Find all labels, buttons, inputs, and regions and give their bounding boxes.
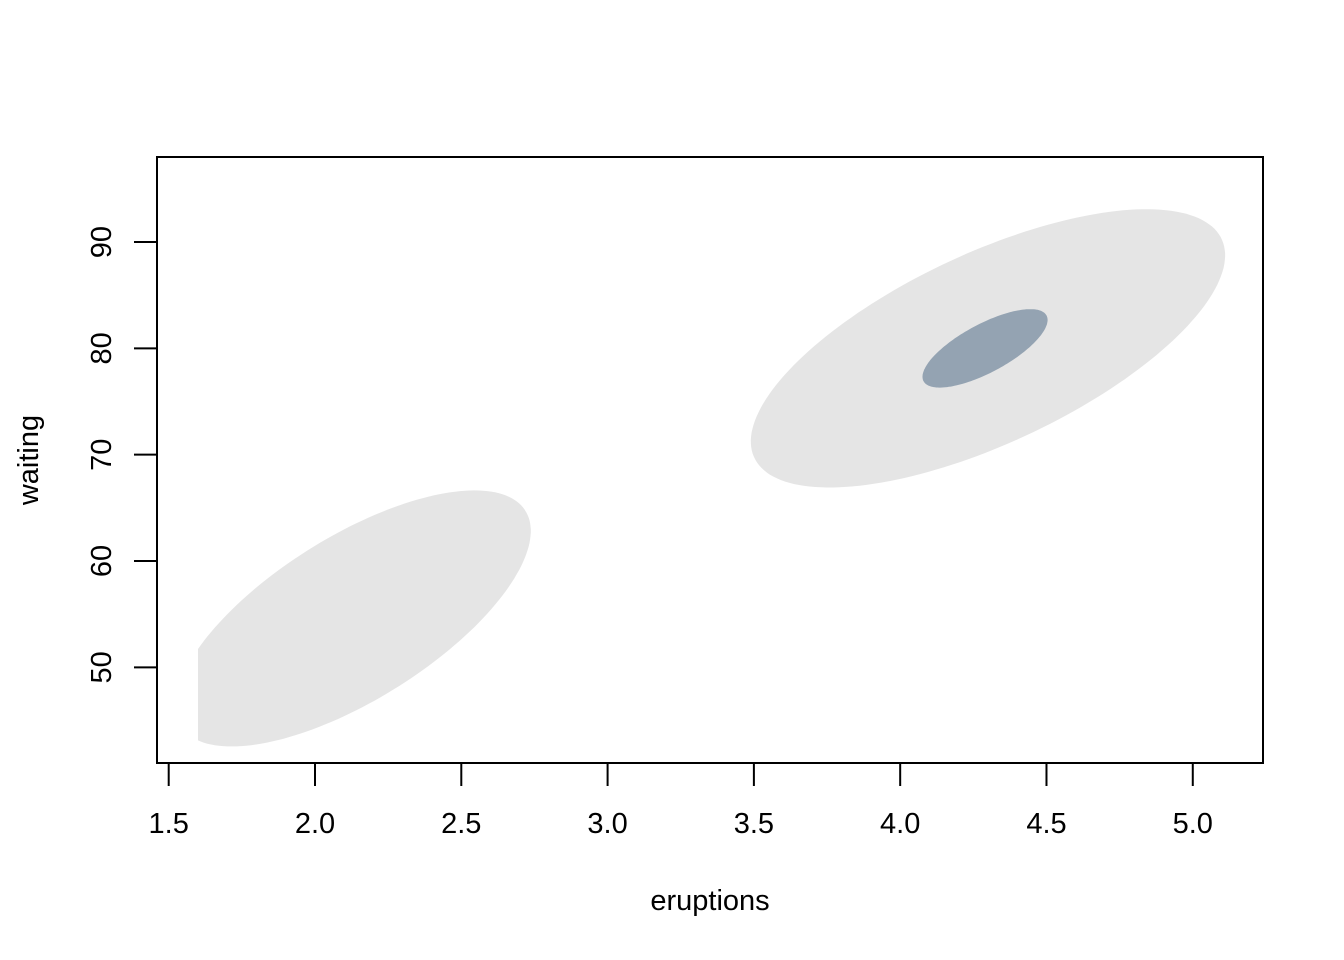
x-tick-label: 3.0	[587, 808, 627, 840]
x-axis-title: eruptions	[650, 885, 769, 917]
y-tick-label: 80	[86, 332, 118, 364]
y-axis-title: waiting	[13, 415, 45, 506]
x-axis: 1.5 2.0 2.5 3.0 3.5 4.0 4.5 5.0	[149, 762, 1213, 840]
density-regions	[197, 209, 1226, 747]
x-tick-label: 4.0	[880, 808, 920, 840]
x-tick-label: 2.0	[295, 808, 335, 840]
inner-region-upper	[922, 309, 1048, 388]
x-tick-label: 3.5	[734, 808, 774, 840]
y-tick-label: 50	[86, 651, 118, 683]
x-tick-label: 1.5	[149, 808, 189, 840]
outer-region-lower	[197, 490, 531, 747]
y-tick-label: 70	[86, 439, 118, 471]
y-axis: 50 60 70 80 90	[86, 226, 158, 683]
x-tick-label: 5.0	[1173, 808, 1213, 840]
y-tick-label: 60	[86, 545, 118, 577]
y-tick-label: 90	[86, 226, 118, 258]
x-tick-label: 4.5	[1026, 808, 1066, 840]
x-tick-label: 2.5	[441, 808, 481, 840]
